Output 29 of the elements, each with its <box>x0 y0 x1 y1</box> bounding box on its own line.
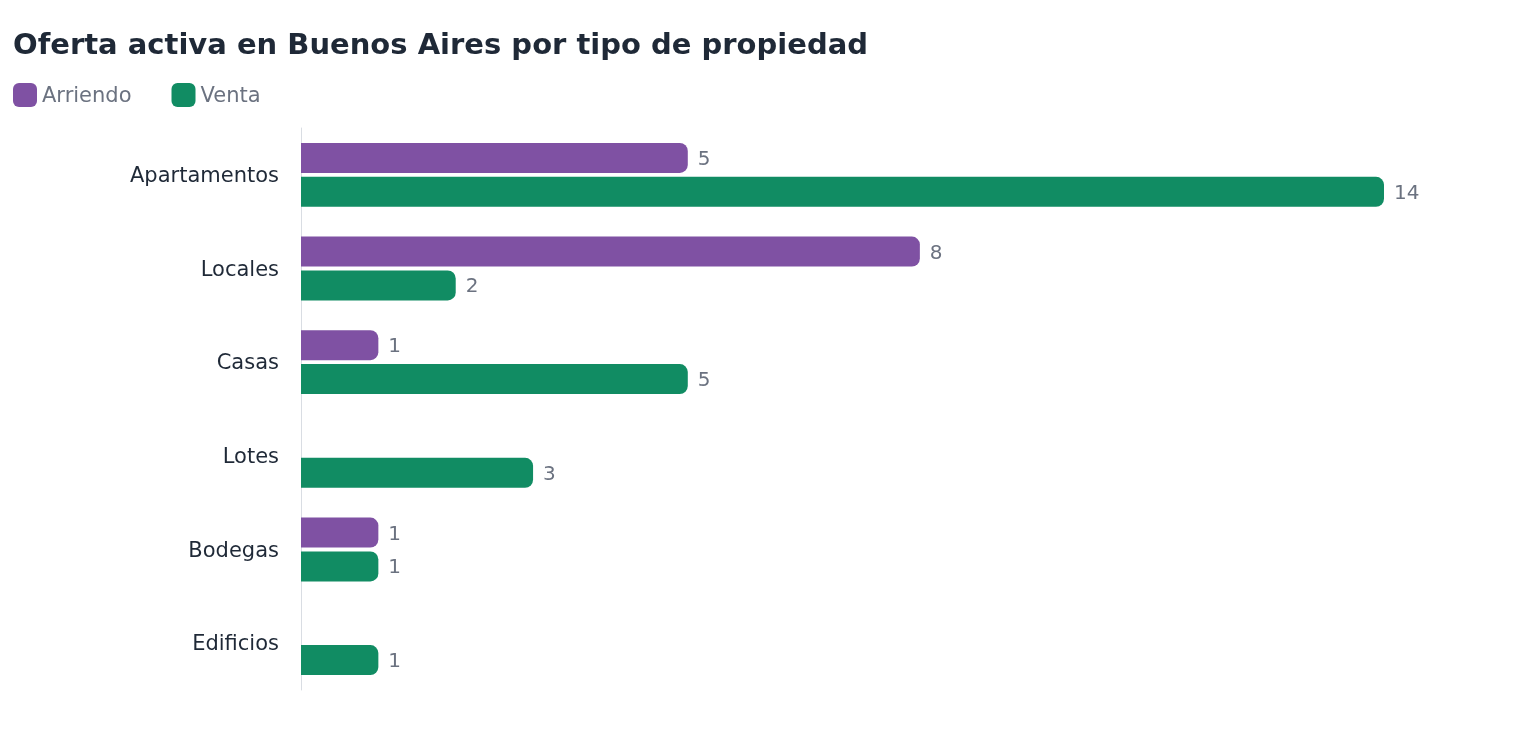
data-label: 5 <box>697 367 711 392</box>
y-tick-label: Lotes <box>222 443 279 468</box>
bar <box>301 142 688 173</box>
bar <box>301 176 1384 207</box>
data-label: 1 <box>388 554 402 579</box>
legend-label: Venta <box>200 83 261 107</box>
legend-label: Arriendo <box>42 83 132 107</box>
bar <box>301 364 688 395</box>
y-tick-label: Edificios <box>192 631 279 656</box>
y-tick-label: Bodegas <box>188 537 279 562</box>
y-tick-label: Casas <box>216 350 279 375</box>
data-label: 8 <box>929 239 943 264</box>
data-label: 2 <box>465 273 479 298</box>
bar <box>301 551 379 582</box>
data-label: 3 <box>543 460 556 485</box>
bar <box>301 645 379 676</box>
chart-title: Oferta activa en Buenos Aires por tipo de propiedad <box>13 26 868 61</box>
data-label: 1 <box>388 520 402 545</box>
y-tick-label: Apartamentos <box>129 162 279 187</box>
data-label: 1 <box>388 333 402 358</box>
bar <box>301 236 920 267</box>
bar <box>301 270 456 301</box>
bar <box>301 517 379 548</box>
data-label: 5 <box>697 145 711 170</box>
bar <box>301 457 534 488</box>
data-label: 1 <box>388 648 402 673</box>
y-tick-label: Locales <box>200 256 279 281</box>
bar <box>301 330 379 361</box>
data-label: 14 <box>1394 179 1420 204</box>
